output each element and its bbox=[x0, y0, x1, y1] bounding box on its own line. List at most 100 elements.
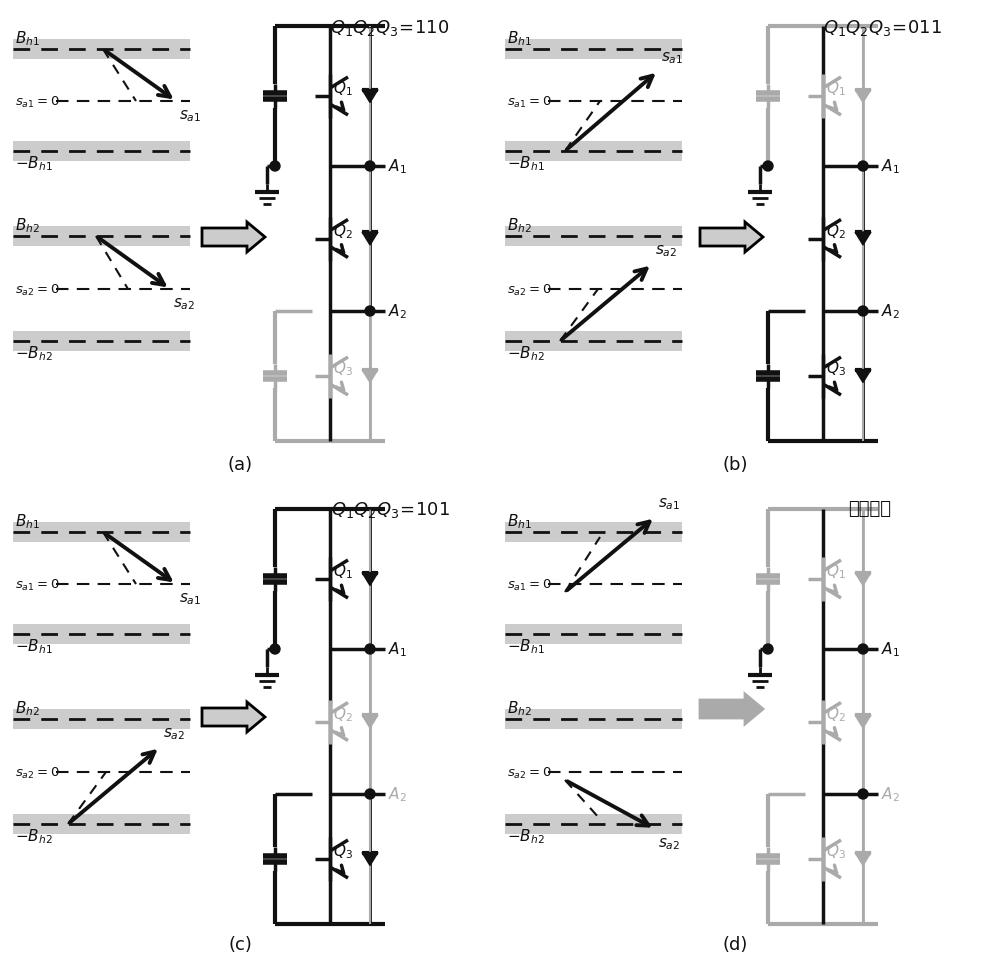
Text: $A_2$: $A_2$ bbox=[881, 785, 900, 804]
Text: $Q_2$: $Q_2$ bbox=[333, 704, 353, 723]
Text: $-B_{h1}$: $-B_{h1}$ bbox=[507, 154, 545, 172]
Text: $A_1$: $A_1$ bbox=[881, 157, 900, 176]
Text: $B_{h2}$: $B_{h2}$ bbox=[507, 698, 532, 717]
Text: $s_{a2}{=}0$: $s_{a2}{=}0$ bbox=[15, 283, 60, 297]
Text: (a): (a) bbox=[227, 456, 253, 473]
Text: $A_1$: $A_1$ bbox=[388, 640, 407, 658]
Polygon shape bbox=[855, 853, 871, 866]
Text: $s_{a2}{=}0$: $s_{a2}{=}0$ bbox=[507, 283, 552, 297]
FancyBboxPatch shape bbox=[505, 227, 682, 246]
Polygon shape bbox=[855, 370, 871, 383]
Polygon shape bbox=[362, 715, 378, 729]
Text: $Q_2$: $Q_2$ bbox=[826, 704, 846, 723]
Text: $s_{a2}{=}0$: $s_{a2}{=}0$ bbox=[507, 765, 552, 779]
FancyBboxPatch shape bbox=[505, 709, 682, 730]
Circle shape bbox=[365, 161, 375, 172]
Circle shape bbox=[763, 645, 773, 654]
Text: $s_{a2}$: $s_{a2}$ bbox=[658, 835, 680, 851]
Circle shape bbox=[365, 645, 375, 654]
Circle shape bbox=[763, 161, 773, 172]
Text: $Q_3$: $Q_3$ bbox=[826, 359, 846, 378]
Text: $B_{h1}$: $B_{h1}$ bbox=[15, 29, 40, 48]
Text: $s_{a1}{=}0$: $s_{a1}{=}0$ bbox=[507, 577, 552, 592]
Polygon shape bbox=[362, 573, 378, 586]
FancyBboxPatch shape bbox=[13, 709, 190, 730]
FancyBboxPatch shape bbox=[505, 624, 682, 645]
Text: $B_{h2}$: $B_{h2}$ bbox=[15, 698, 40, 717]
Text: $Q_3$: $Q_3$ bbox=[333, 359, 353, 378]
Text: $s_{a1}{=}0$: $s_{a1}{=}0$ bbox=[15, 94, 60, 110]
Text: $s_{a1}{=}0$: $s_{a1}{=}0$ bbox=[507, 94, 552, 110]
Circle shape bbox=[365, 789, 375, 799]
Text: $B_{h1}$: $B_{h1}$ bbox=[507, 511, 532, 530]
FancyBboxPatch shape bbox=[13, 142, 190, 161]
Text: $B_{h1}$: $B_{h1}$ bbox=[15, 511, 40, 530]
Text: $s_{a2}{=}0$: $s_{a2}{=}0$ bbox=[15, 765, 60, 779]
FancyArrow shape bbox=[700, 694, 763, 725]
FancyBboxPatch shape bbox=[505, 40, 682, 60]
Polygon shape bbox=[855, 715, 871, 729]
Text: $Q_1Q_2Q_3\!=\!011$: $Q_1Q_2Q_3\!=\!011$ bbox=[823, 18, 941, 38]
Polygon shape bbox=[362, 853, 378, 866]
Text: $Q_1Q_2Q_3\!=\!110$: $Q_1Q_2Q_3\!=\!110$ bbox=[330, 18, 450, 38]
Text: $A_2$: $A_2$ bbox=[388, 785, 407, 804]
Polygon shape bbox=[362, 90, 378, 104]
Text: $Q_2$: $Q_2$ bbox=[333, 222, 353, 241]
Text: $A_2$: $A_2$ bbox=[388, 302, 407, 321]
FancyArrow shape bbox=[202, 702, 265, 733]
Text: $A_2$: $A_2$ bbox=[881, 302, 900, 321]
Text: $s_{a1}{=}0$: $s_{a1}{=}0$ bbox=[15, 577, 60, 592]
Text: (d): (d) bbox=[722, 935, 748, 953]
Circle shape bbox=[858, 789, 868, 799]
Text: $Q_3$: $Q_3$ bbox=[826, 842, 846, 861]
Text: $Q_1$: $Q_1$ bbox=[826, 562, 846, 581]
FancyBboxPatch shape bbox=[505, 332, 682, 352]
Text: $-B_{h2}$: $-B_{h2}$ bbox=[507, 343, 545, 362]
Text: $s_{a1}$: $s_{a1}$ bbox=[661, 50, 683, 66]
Circle shape bbox=[858, 645, 868, 654]
FancyBboxPatch shape bbox=[505, 142, 682, 161]
Text: $s_{a2}$: $s_{a2}$ bbox=[163, 726, 185, 741]
FancyBboxPatch shape bbox=[505, 814, 682, 834]
FancyBboxPatch shape bbox=[13, 332, 190, 352]
Text: $s_{a1}$: $s_{a1}$ bbox=[179, 591, 201, 606]
Text: $-B_{h1}$: $-B_{h1}$ bbox=[15, 154, 53, 172]
Text: $Q_1$: $Q_1$ bbox=[333, 79, 353, 98]
Circle shape bbox=[270, 645, 280, 654]
FancyBboxPatch shape bbox=[13, 624, 190, 645]
Circle shape bbox=[270, 161, 280, 172]
FancyArrow shape bbox=[202, 223, 265, 252]
Text: $-B_{h2}$: $-B_{h2}$ bbox=[507, 826, 545, 845]
FancyBboxPatch shape bbox=[13, 814, 190, 834]
Circle shape bbox=[858, 161, 868, 172]
Text: $s_{a2}$: $s_{a2}$ bbox=[173, 296, 195, 312]
FancyBboxPatch shape bbox=[13, 40, 190, 60]
FancyBboxPatch shape bbox=[13, 227, 190, 246]
Text: $Q_1$: $Q_1$ bbox=[333, 562, 353, 581]
Text: $s_{a1}$: $s_{a1}$ bbox=[658, 496, 680, 511]
Text: 调制冲突: 调制冲突 bbox=[848, 500, 892, 517]
Text: $Q_1Q_2Q_3\!=\!101$: $Q_1Q_2Q_3\!=\!101$ bbox=[331, 500, 449, 519]
Text: $A_1$: $A_1$ bbox=[388, 157, 407, 176]
Text: (c): (c) bbox=[228, 935, 252, 953]
FancyBboxPatch shape bbox=[505, 522, 682, 543]
Polygon shape bbox=[855, 233, 871, 245]
Text: $B_{h2}$: $B_{h2}$ bbox=[507, 216, 532, 235]
Text: $Q_2$: $Q_2$ bbox=[826, 222, 846, 241]
Text: $s_{a1}$: $s_{a1}$ bbox=[179, 108, 201, 124]
Polygon shape bbox=[855, 573, 871, 586]
Polygon shape bbox=[362, 233, 378, 245]
Text: (b): (b) bbox=[722, 456, 748, 473]
FancyBboxPatch shape bbox=[13, 522, 190, 543]
Polygon shape bbox=[855, 90, 871, 104]
Text: $-B_{h1}$: $-B_{h1}$ bbox=[15, 637, 53, 655]
Text: $Q_1$: $Q_1$ bbox=[826, 79, 846, 98]
Text: $-B_{h2}$: $-B_{h2}$ bbox=[15, 826, 53, 845]
Text: $-B_{h1}$: $-B_{h1}$ bbox=[507, 637, 545, 655]
Circle shape bbox=[858, 307, 868, 317]
Polygon shape bbox=[362, 370, 378, 383]
Text: $B_{h2}$: $B_{h2}$ bbox=[15, 216, 40, 235]
Text: $s_{a2}$: $s_{a2}$ bbox=[655, 243, 677, 258]
Text: $Q_3$: $Q_3$ bbox=[333, 842, 353, 861]
Circle shape bbox=[365, 307, 375, 317]
